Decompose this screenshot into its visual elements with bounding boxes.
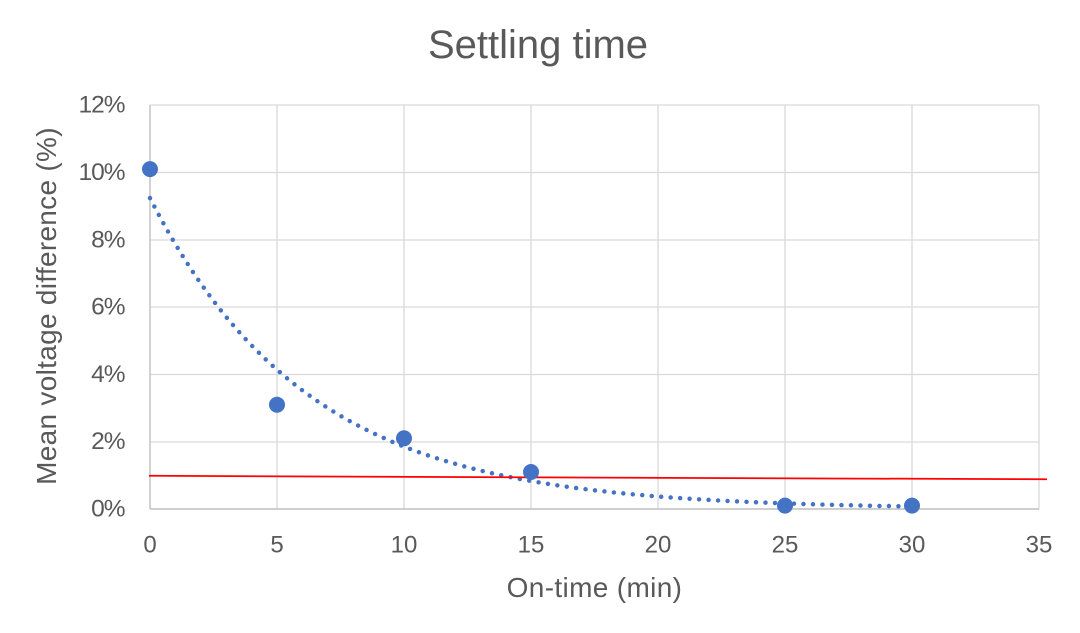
svg-text:On-time (min): On-time (min) [507,572,683,603]
svg-text:25: 25 [772,532,799,559]
svg-text:35: 35 [1026,532,1053,559]
svg-text:Settling time: Settling time [428,23,648,67]
svg-text:2%: 2% [91,428,125,455]
svg-text:15: 15 [518,532,545,559]
svg-text:8%: 8% [91,226,125,253]
svg-text:10: 10 [391,532,418,559]
svg-text:12%: 12% [78,92,124,119]
svg-text:10%: 10% [78,159,124,186]
svg-text:30: 30 [899,532,926,559]
svg-text:20: 20 [645,532,672,559]
svg-text:4%: 4% [91,361,125,388]
svg-text:0: 0 [143,532,156,559]
svg-text:0%: 0% [91,496,125,523]
svg-text:Mean voltage difference (%): Mean voltage difference (%) [31,127,62,485]
svg-text:5: 5 [270,532,283,559]
svg-text:6%: 6% [91,294,125,321]
